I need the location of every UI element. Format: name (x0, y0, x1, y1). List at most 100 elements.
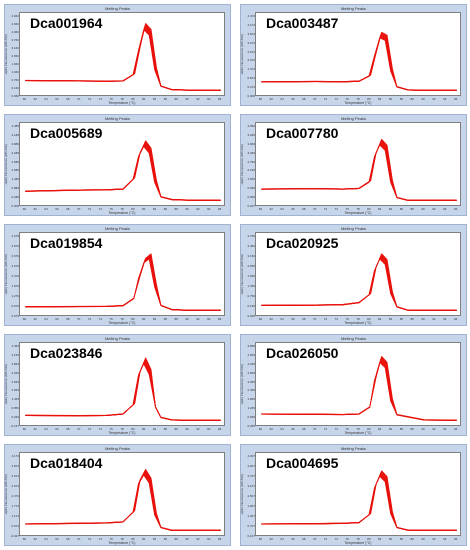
melting-curve-series (261, 473, 457, 531)
y-tick-label: 1.279 (11, 294, 19, 298)
x-tick-label: 60 (258, 317, 263, 321)
plot-area: Dca005689 (19, 122, 225, 206)
x-tick-label: 74 (98, 427, 102, 431)
melting-curve-series (261, 360, 457, 421)
x-tick-label: 66 (291, 317, 295, 321)
melting-curve-series (25, 145, 221, 201)
melting-curve-series (261, 31, 457, 91)
x-tick-label: 60 (22, 97, 27, 101)
x-axis-label: Temperature (°C) (108, 541, 136, 545)
melting-peak-panel: Melting Peaks -d(dF) Fluorescence (465-51… (4, 114, 231, 216)
melting-curve-series (261, 357, 457, 421)
y-tick-label: 0.009 (11, 204, 19, 208)
x-tick-label: 66 (55, 427, 59, 431)
x-tick-label: 86 (399, 317, 404, 321)
x-tick-label: 86 (399, 537, 404, 541)
gene-label: Dca020925 (266, 235, 339, 251)
y-tick-label: 4.153 (11, 352, 19, 357)
x-tick-label: 92 (196, 317, 200, 321)
x-tick-label: 74 (334, 427, 338, 431)
x-tick-label: 70 (312, 207, 317, 211)
melting-curve-series (261, 139, 457, 201)
x-tick-label: 66 (55, 97, 59, 101)
x-tick-label: 68 (66, 317, 70, 321)
x-tick-label: 92 (432, 317, 436, 321)
melting-curve-series (25, 256, 221, 311)
melting-curve-series (261, 142, 457, 201)
melting-peak-panel: Melting Peaks -d(dF) Fluorescence (465-51… (4, 224, 231, 326)
x-tick-label: 90 (421, 427, 425, 431)
x-tick-label: 82 (142, 427, 146, 431)
x-axis-label: Temperature (°C) (344, 101, 372, 105)
x-tick-label: 74 (334, 97, 338, 101)
x-tick-label: 68 (66, 537, 70, 541)
x-tick-label: 94 (443, 317, 447, 321)
y-tick-label: 1.773 (11, 504, 19, 508)
y-tick-label: 0.150 (247, 304, 255, 308)
plot-area: Dca026050 (255, 342, 461, 426)
x-tick-label: 84 (388, 97, 393, 101)
x-tick-label: 96 (453, 317, 458, 321)
melting-curve-series (25, 142, 221, 201)
x-tick-label: 90 (185, 537, 189, 541)
y-tick-label: 1.362 (11, 70, 19, 74)
x-tick-label: 78 (356, 537, 360, 541)
melting-curve-series (261, 34, 457, 91)
melting-curve-series (25, 141, 221, 201)
melting-curve-series (261, 144, 457, 201)
y-tick-label: 4.472 (247, 14, 255, 18)
y-tick-label: 2.166 (247, 168, 255, 173)
y-tick-label: 2.653 (11, 379, 19, 384)
melting-peak-panel: Melting Peaks -d(dF) Fluorescence (465-51… (4, 444, 231, 546)
y-tick-label: 4.565 (247, 352, 255, 357)
y-tick-label: 1.950 (247, 274, 255, 278)
x-tick-label: 84 (152, 427, 157, 431)
melting-curve-series (25, 143, 221, 201)
melting-curve-series (25, 362, 221, 421)
x-tick-label: 94 (207, 207, 211, 211)
x-axis-label: Temperature (°C) (344, 211, 372, 215)
melting-curve-svg (25, 357, 221, 421)
x-tick-label: 88 (174, 537, 178, 541)
plot-area: Dca003487 (255, 12, 461, 96)
gene-label: Dca005689 (30, 125, 103, 141)
y-tick-label: 1.566 (247, 177, 255, 182)
x-tick-label: 84 (388, 427, 393, 431)
x-tick-label: 64 (44, 207, 48, 211)
melting-curve-series (25, 359, 221, 421)
x-tick-label: 84 (152, 317, 157, 321)
y-tick-label: 4.265 (247, 361, 255, 366)
x-tick-label: 96 (453, 97, 458, 101)
x-tick-label: 80 (131, 97, 135, 101)
x-tick-label: 64 (280, 97, 284, 101)
melting-curve-series (25, 360, 221, 421)
melting-peak-panel: Melting Peaks -d(dF) Fluorescence (465-51… (240, 444, 467, 546)
melting-curve-series (25, 257, 221, 311)
x-tick-label: 86 (163, 97, 168, 101)
y-tick-label: 2.550 (247, 264, 255, 268)
y-tick-label: 4.266 (247, 132, 255, 137)
x-tick-label: 82 (142, 97, 146, 101)
x-tick-label: 68 (302, 427, 306, 431)
y-tick-label: 3.853 (11, 361, 19, 366)
x-tick-label: 88 (410, 537, 414, 541)
melting-curve-series (25, 144, 221, 201)
x-tick-label: 84 (152, 97, 157, 101)
x-tick-label: 84 (388, 537, 393, 541)
y-tick-label: 3.272 (247, 40, 255, 45)
melting-curve-series (25, 142, 221, 201)
melting-curve-series (261, 358, 457, 421)
melting-curve-series (261, 356, 457, 421)
melting-curve-series (261, 141, 457, 201)
melting-curve-series (261, 143, 457, 201)
x-tick-label: 80 (367, 427, 371, 431)
x-tick-label: 70 (312, 317, 317, 321)
x-tick-label: 76 (109, 207, 113, 211)
melting-curve-series (25, 255, 221, 311)
x-tick-label: 72 (87, 317, 92, 321)
y-tick-label: -0.147 (10, 424, 19, 428)
melting-curve-series (25, 254, 221, 311)
y-tick-label: 1.472 (247, 67, 255, 72)
x-tick-label: 70 (312, 427, 317, 431)
melting-curve-series (261, 355, 457, 421)
